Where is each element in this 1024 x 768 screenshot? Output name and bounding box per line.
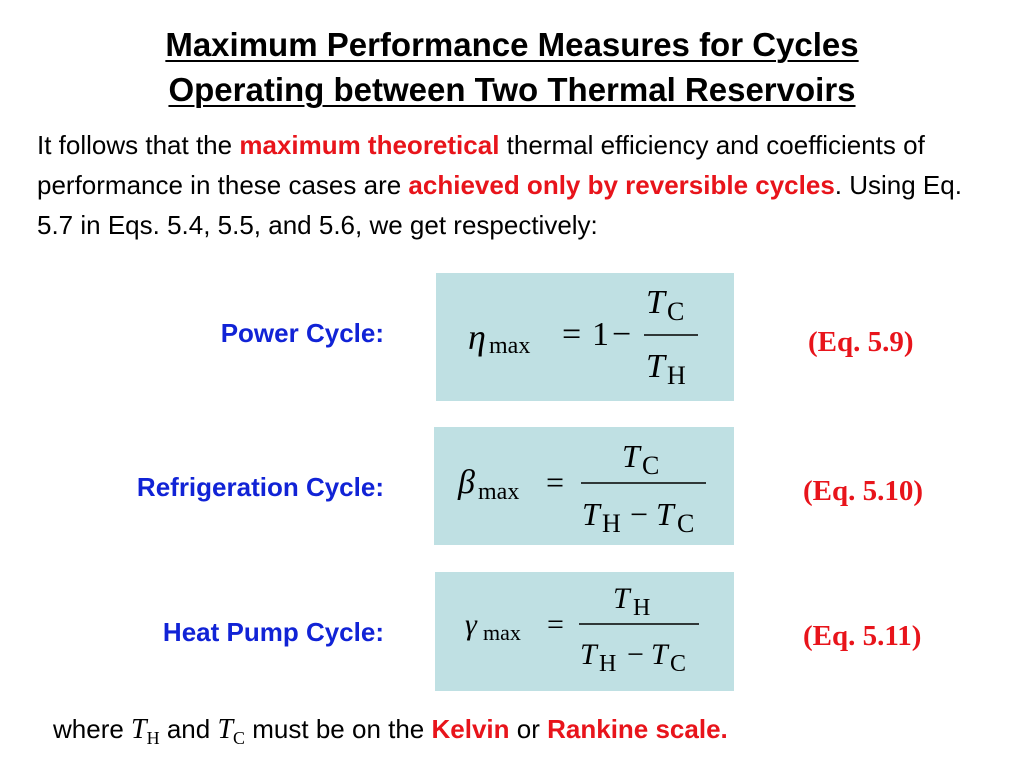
intro-highlight-2: achieved only by reversible cycles (408, 170, 835, 200)
footer-text-4: or (509, 714, 548, 744)
footer-sub-cold: C (233, 728, 246, 749)
slide-title: Maximum Performance Measures for Cycles … (0, 22, 1024, 112)
footer-text-2: and (159, 714, 218, 744)
numerator-subscript: C (642, 451, 659, 480)
max-subscript: max (483, 620, 521, 645)
minus-sign: − (612, 316, 631, 353)
numerator-t: T (646, 284, 667, 321)
heat-pump-cycle-label: Heat Pump Cycle: (162, 617, 384, 647)
power-cycle-equation-number: (Eq. 5.9) (808, 326, 914, 358)
footer-text-1: where (53, 714, 132, 744)
one-constant: 1 (592, 316, 609, 353)
footer-highlight-rankine: Rankine scale (547, 714, 721, 744)
footer-sub-hot: H (146, 728, 160, 749)
denominator-t-cold: T (651, 638, 670, 671)
numerator-t: T (613, 582, 632, 615)
power-cycle-label: Power Cycle: (220, 318, 384, 348)
equals-sign: = (546, 464, 564, 500)
footer-text-5: . (720, 714, 728, 744)
refrigeration-cycle-equation-box: β max = T C T H − T C (434, 427, 734, 545)
denominator-subscript-cold: C (670, 651, 686, 677)
gamma-symbol: γ (465, 608, 478, 641)
intro-paragraph: It follows that the maximum theoretical … (37, 125, 997, 245)
refrigeration-cycle-equation-number: (Eq. 5.10) (803, 475, 924, 507)
footer-note: where TH and TC must be on the Kelvin or… (53, 712, 728, 755)
intro-text-3: . Using Eq. 5.7 in Eqs. 5.4, 5.5, and 5.… (37, 170, 962, 240)
eta-symbol: η (468, 317, 486, 357)
max-subscript: max (478, 479, 519, 505)
max-subscript: max (489, 333, 530, 359)
power-cycle-equation-box: η max = 1 − T C T H (436, 273, 734, 401)
denominator-minus: − (627, 638, 644, 671)
denominator-minus: − (630, 496, 648, 532)
refrigeration-cycle-equation: β max = T C T H − T C (457, 438, 706, 538)
denominator-subscript-hot: H (602, 509, 621, 538)
refrigeration-cycle-label: Refrigeration Cycle: (136, 472, 384, 502)
equals-sign: = (547, 608, 564, 641)
numerator-subscript: C (667, 297, 684, 326)
power-cycle-equation: η max = 1 − T C T H (468, 284, 698, 390)
numerator-subscript: H (633, 595, 650, 621)
denominator-t-hot: T (580, 638, 599, 671)
denominator-t-hot: T (582, 496, 602, 532)
title-line-2: Operating between Two Thermal Reservoirs (168, 71, 856, 108)
heat-pump-cycle-equation-box: γ max = T H T H − T C (435, 572, 734, 691)
denominator-subscript: H (667, 361, 686, 390)
footer-highlight-kelvin: Kelvin (431, 714, 510, 744)
denominator-t: T (646, 348, 667, 385)
footer-t-cold: T (217, 714, 234, 745)
footer-text-3: must be on the (245, 714, 432, 744)
heat-pump-cycle-equation-number: (Eq. 5.11) (803, 620, 922, 652)
title-line-1: Maximum Performance Measures for Cycles (165, 26, 859, 63)
denominator-subscript-hot: H (599, 651, 616, 677)
heat-pump-cycle-equation: γ max = T H T H − T C (465, 582, 699, 677)
intro-text-1: It follows that the (37, 130, 240, 160)
numerator-t: T (622, 438, 642, 474)
equals-sign: = (562, 316, 581, 353)
intro-text-2: thermal efficiency and coefficients of p… (37, 130, 925, 200)
beta-symbol: β (457, 464, 475, 501)
denominator-t-cold: T (656, 496, 676, 532)
intro-highlight-1: maximum theoretical (239, 130, 500, 160)
denominator-subscript-cold: C (677, 509, 694, 538)
footer-t-hot: T (131, 714, 147, 745)
